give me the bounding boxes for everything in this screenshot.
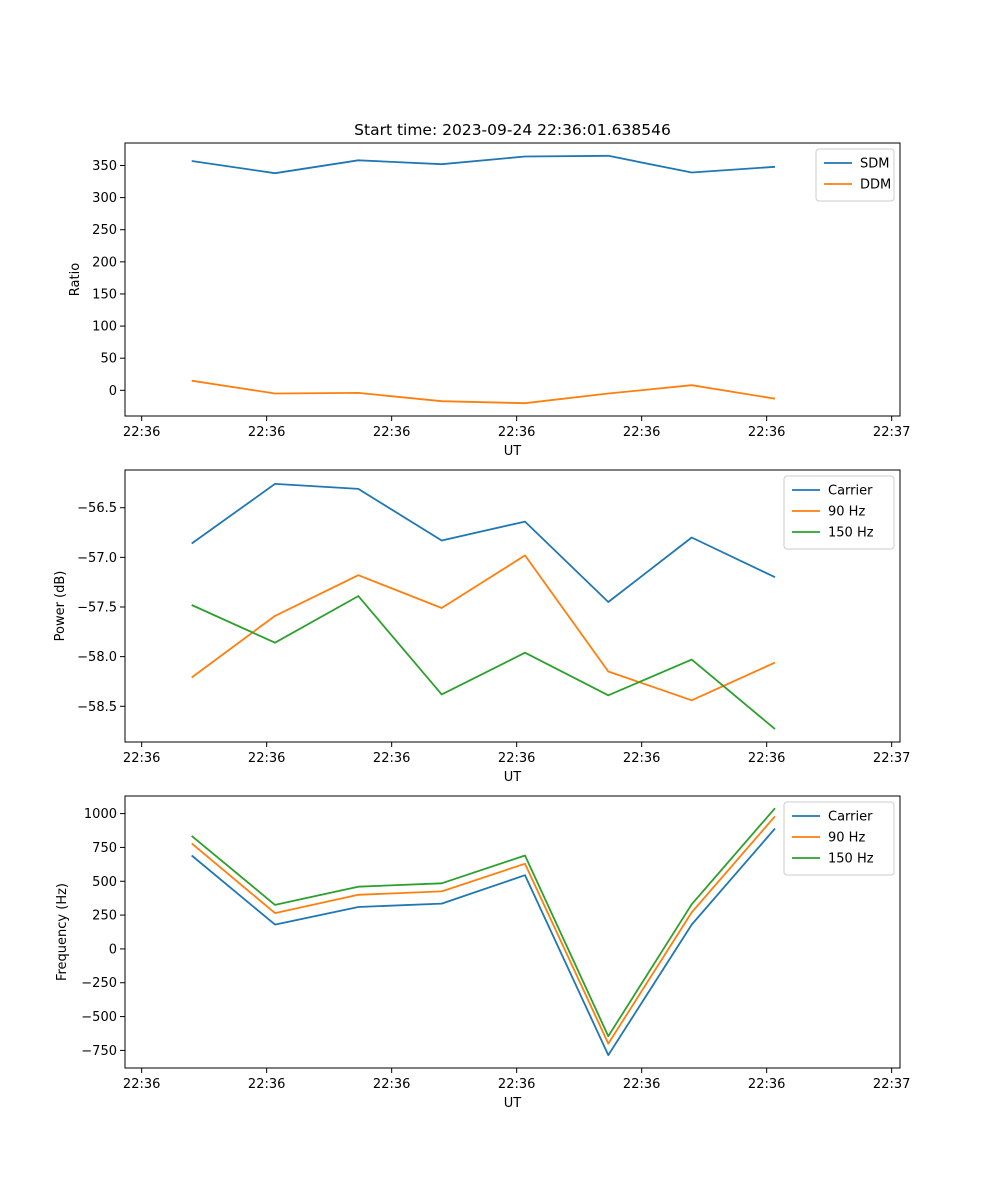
y-tick-label: −500 [81,1010,117,1025]
series-line-90-hz [191,815,776,1045]
chart-title: Start time: 2023-09-24 22:36:01.638546 [354,121,671,139]
y-tick-label: −57.5 [77,600,117,615]
x-tick-label: 22:36 [248,1077,285,1092]
y-tick-label: −58.5 [77,700,117,715]
x-tick-label: 22:36 [248,751,285,766]
y-tick-label: −250 [81,976,117,991]
x-axis-label: UT [504,1096,522,1111]
x-axis-label: UT [504,444,522,459]
legend-entry: SDM [860,157,889,172]
x-tick-label: 22:36 [373,1077,410,1092]
legend: SDM DDM [815,148,895,202]
x-axis-label: UT [504,770,522,785]
legend-box [783,801,895,876]
x-tick-label: 22:36 [498,751,535,766]
legend-entry: DDM [860,178,891,193]
legend: Carrier 90 Hz 150 Hz [783,475,895,550]
x-tick-label: 22:36 [623,425,660,440]
legend-entry: 150 Hz [828,526,874,541]
y-tick-label: −58.0 [77,650,117,665]
y-tick-label: 0 [109,942,117,957]
y-axis-label: Power (dB) [53,571,68,642]
y-axis-label: Ratio [68,263,83,296]
legend-entry: 90 Hz [828,505,865,520]
y-tick-label: −56.5 [77,501,117,516]
series-line-carrier [191,482,776,603]
series-line-90-hz [191,554,776,702]
x-tick-label: 22:36 [623,751,660,766]
legend-entry: Carrier [828,810,873,825]
y-tick-label: 100 [92,320,117,335]
legend-entry: Carrier [828,484,873,499]
x-tick-label: 22:37 [873,1077,910,1092]
y-tick-label: 200 [92,255,117,270]
x-tick-label: 22:36 [498,1077,535,1092]
axes-frame [124,469,901,743]
y-tick-label: 300 [92,191,117,206]
legend-box [815,148,895,202]
y-tick-label: 250 [92,909,117,924]
axes-frame [124,142,901,417]
y-axis-label: Frequency (Hz) [55,883,70,981]
x-tick-label: 22:36 [748,1077,785,1092]
x-tick-label: 22:36 [748,425,785,440]
x-tick-label: 22:36 [123,425,160,440]
series-line-ddm [191,379,776,405]
series-line-150-hz [191,595,776,730]
y-tick-label: 50 [100,352,117,367]
y-tick-label: 1000 [84,807,117,822]
y-tick-label: 500 [92,875,117,890]
x-tick-label: 22:36 [123,751,160,766]
chart-panel-3: 22:36 22:36 22:36 22:36 22:36 22:36 22:37 UT −75… [55,795,910,1111]
legend: Carrier 90 Hz 150 Hz [783,801,895,876]
chart-panel-1: Start time: 2023-09-24 22:36:01.638546 22… [68,121,910,459]
x-tick-label: 22:36 [498,425,535,440]
legend-entry: 150 Hz [828,852,874,867]
y-tick-label: 750 [92,841,117,856]
y-tick-label: 250 [92,223,117,238]
x-tick-label: 22:36 [748,751,785,766]
y-tick-label: 0 [109,384,117,399]
x-tick-label: 22:36 [248,425,285,440]
series-line-150-hz [191,807,776,1038]
y-tick-label: 150 [92,287,117,302]
axes-frame [124,795,901,1069]
series-line-carrier [191,827,776,1056]
x-tick-label: 22:36 [123,1077,160,1092]
x-tick-label: 22:37 [873,751,910,766]
y-tick-label: −750 [81,1044,117,1059]
x-tick-label: 22:36 [373,751,410,766]
y-tick-label: −57.0 [77,551,117,566]
y-tick-label: 350 [92,159,117,174]
chart-panel-2: 22:36 22:36 22:36 22:36 22:36 22:36 22:37 UT −58… [53,469,910,785]
legend-entry: 90 Hz [828,831,865,846]
x-tick-label: 22:36 [623,1077,660,1092]
x-tick-label: 22:36 [373,425,410,440]
series-line-sdm [191,154,776,175]
legend-box [783,475,895,550]
x-tick-label: 22:37 [873,425,910,440]
